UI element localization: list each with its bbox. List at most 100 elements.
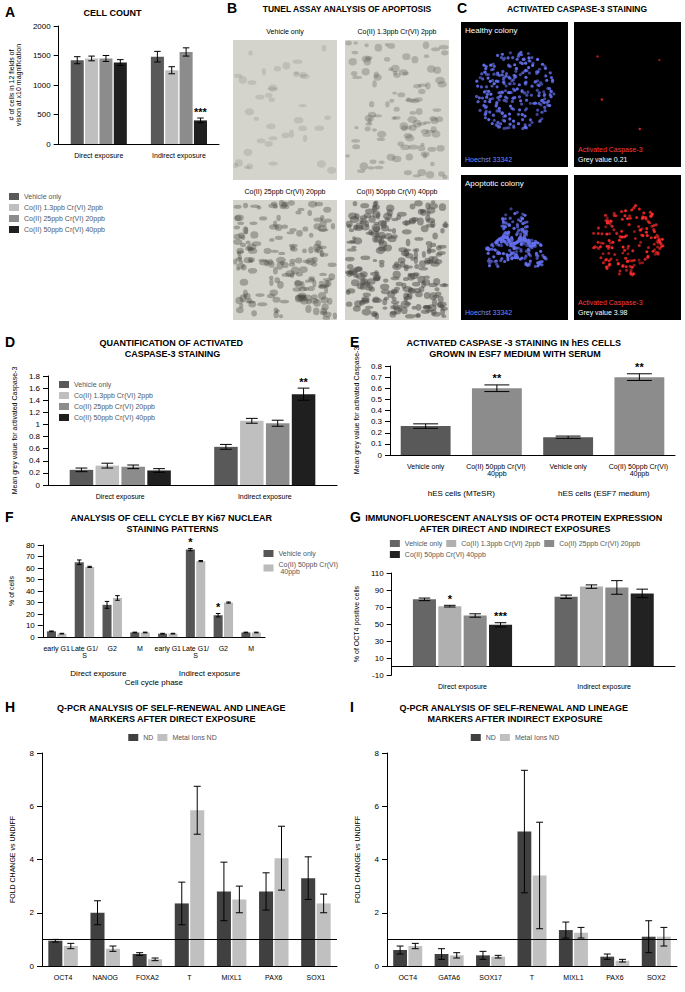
- svg-text:70: 70: [375, 603, 384, 612]
- svg-text:1: 1: [36, 420, 41, 429]
- svg-text:10: 10: [26, 621, 35, 630]
- svg-text:0.4: 0.4: [29, 456, 41, 465]
- svg-text:QUANTIFICATION OF ACTIVATED: QUANTIFICATION OF ACTIVATED: [99, 338, 245, 348]
- svg-text:MARKERS AFTER INDIRECT EXPOSUR: MARKERS AFTER INDIRECT EXPOSURE: [427, 714, 602, 724]
- svg-text:0.2: 0.2: [371, 428, 383, 437]
- svg-text:PAX6: PAX6: [265, 974, 282, 981]
- svg-text:1.8: 1.8: [29, 372, 41, 381]
- svg-text:A: A: [5, 4, 15, 20]
- svg-text:Vehicle only: Vehicle only: [278, 550, 316, 558]
- svg-text:GROWN IN ESF7 MEDIUM WITH SERU: GROWN IN ESF7 MEDIUM WITH SERUM: [429, 349, 601, 359]
- svg-text:hES cells (ESF7 medium): hES cells (ESF7 medium): [558, 489, 650, 498]
- svg-text:Indirect exposure: Indirect exposure: [238, 493, 292, 501]
- svg-text:0.4: 0.4: [371, 406, 383, 415]
- svg-text:40: 40: [26, 587, 35, 596]
- svg-text:Co(II) 1.3ppb Cr(VI) 2ppb: Co(II) 1.3ppb Cr(VI) 2ppb: [358, 28, 437, 36]
- svg-text:0.8: 0.8: [371, 362, 383, 371]
- svg-text:Co(II) 50ppb Cr(VI) 40ppb: Co(II) 50ppb Cr(VI) 40ppb: [74, 414, 155, 422]
- svg-text:Co(II) 25ppb Cr(VI) 20ppb: Co(II) 25ppb Cr(VI) 20ppb: [245, 188, 326, 196]
- svg-text:2: 2: [375, 908, 380, 917]
- svg-text:SOX1: SOX1: [307, 974, 326, 981]
- svg-text:ND: ND: [486, 734, 496, 741]
- svg-text:Vehicle only: Vehicle only: [405, 540, 443, 548]
- svg-text:G2: G2: [108, 645, 117, 652]
- svg-text:0.1: 0.1: [371, 439, 383, 448]
- svg-text:Co(II) 25ppb Cr(VI) 20ppb: Co(II) 25ppb Cr(VI) 20ppb: [24, 215, 105, 223]
- svg-text:G2: G2: [219, 645, 228, 652]
- svg-text:MARKERS AFTER DIRECT EXPOSURE: MARKERS AFTER DIRECT EXPOSURE: [89, 714, 255, 724]
- svg-text:0.5: 0.5: [371, 395, 383, 404]
- svg-text:Hoechst 33342: Hoechst 33342: [465, 156, 512, 163]
- svg-text:6: 6: [30, 802, 35, 811]
- svg-text:Mean grey value for activated: Mean grey value for activated Caspase-3: [11, 367, 19, 495]
- svg-text:-10: -10: [372, 671, 384, 680]
- svg-text:8: 8: [375, 749, 380, 758]
- svg-text:Co(II) 1.3ppb Cr(VI) 2ppb: Co(II) 1.3ppb Cr(VI) 2ppb: [461, 540, 540, 548]
- svg-text:Grey value 0.21: Grey value 0.21: [578, 156, 628, 164]
- svg-text:CELL COUNT: CELL COUNT: [84, 8, 142, 18]
- svg-text:40ppb: 40ppb: [487, 470, 507, 478]
- svg-text:FOXA2: FOXA2: [136, 974, 159, 981]
- svg-text:Vehicle only: Vehicle only: [74, 381, 112, 389]
- svg-text:early G1: early G1: [43, 645, 70, 653]
- svg-text:Grey value 3.98: Grey value 3.98: [578, 309, 628, 317]
- svg-text:0: 0: [30, 962, 35, 971]
- svg-text:Vehicle only: Vehicle only: [407, 463, 445, 471]
- svg-text:70: 70: [26, 552, 35, 561]
- svg-text:0.3: 0.3: [371, 417, 383, 426]
- svg-text:Metal Ions ND: Metal Ions ND: [515, 734, 559, 741]
- svg-text:early G1: early G1: [155, 645, 182, 653]
- svg-text:SOX17: SOX17: [479, 974, 502, 981]
- svg-text:0.2: 0.2: [29, 468, 41, 477]
- svg-text:*: *: [188, 536, 193, 548]
- svg-text:C: C: [457, 0, 467, 16]
- svg-text:0: 0: [30, 633, 35, 642]
- svg-text:Vehicle only: Vehicle only: [24, 193, 62, 201]
- svg-text:0.7: 0.7: [371, 373, 383, 382]
- svg-text:SOX2: SOX2: [647, 974, 666, 981]
- svg-text:Co(II) 25ppb Cr(VI) 20ppb: Co(II) 25ppb Cr(VI) 20ppb: [74, 403, 155, 411]
- svg-text:0.6: 0.6: [29, 444, 41, 453]
- svg-text:1500: 1500: [33, 51, 51, 60]
- svg-text:F: F: [5, 509, 14, 525]
- svg-text:20: 20: [26, 610, 35, 619]
- svg-text:% of cells: % of cells: [8, 576, 15, 606]
- svg-text:**: **: [299, 376, 308, 388]
- svg-text:8: 8: [30, 749, 35, 758]
- svg-text:*: *: [216, 601, 221, 613]
- svg-text:M: M: [137, 645, 143, 652]
- svg-text:Healthy colony: Healthy colony: [465, 26, 517, 35]
- svg-text:80: 80: [26, 541, 35, 550]
- svg-text:Late G1/: Late G1/: [182, 645, 209, 652]
- svg-text:I: I: [350, 699, 354, 715]
- svg-text:30: 30: [375, 637, 384, 646]
- svg-text:Q-PCR ANALYSIS OF SELF-RENEWAL: Q-PCR ANALYSIS OF SELF-RENEWAL AND LINEA…: [400, 703, 631, 713]
- svg-text:***: ***: [194, 106, 208, 118]
- svg-text:Activated Caspase-3: Activated Caspase-3: [578, 299, 643, 307]
- svg-text:Q-PCR ANALYSIS OF SELF-RENEWAL: Q-PCR ANALYSIS OF SELF-RENEWAL AND LINEA…: [57, 703, 288, 713]
- svg-text:90: 90: [375, 586, 384, 595]
- svg-text:E: E: [350, 334, 359, 350]
- svg-text:Mean grey value for activated: Mean grey value for activated Caspase-3: [353, 347, 361, 475]
- svg-text:ACTIVATED CASPASE -3 STAINING: ACTIVATED CASPASE -3 STAINING IN hES CEL…: [407, 338, 624, 348]
- svg-text:D: D: [5, 334, 15, 350]
- svg-text:T: T: [187, 974, 192, 981]
- svg-text:MIXL1: MIXL1: [563, 974, 583, 981]
- svg-text:6: 6: [375, 802, 380, 811]
- svg-text:Hoechst 33342: Hoechst 33342: [465, 309, 512, 316]
- svg-text:OCT4: OCT4: [398, 974, 417, 981]
- svg-text:vision at x10 magnification: vision at x10 magnification: [15, 44, 23, 126]
- svg-text:**: **: [493, 372, 502, 384]
- svg-text:Activated Caspase-3: Activated Caspase-3: [578, 146, 643, 154]
- svg-text:STAINING PATTERNS: STAINING PATTERNS: [127, 524, 219, 534]
- svg-text:0.8: 0.8: [29, 432, 41, 441]
- svg-text:AFTER DIRECT AND INDIRECT EXPO: AFTER DIRECT AND INDIRECT EXPOSURES: [419, 524, 610, 534]
- svg-text:Co(II) 1.3ppb Cr(VI) 2ppb: Co(II) 1.3ppb Cr(VI) 2ppb: [24, 204, 103, 212]
- svg-text:**: **: [635, 361, 644, 373]
- svg-text:50: 50: [26, 575, 35, 584]
- svg-text:IMMUNOFLUORESCENT ANALYSIS OF: IMMUNOFLUORESCENT ANALYSIS OF OCT4 PROTE…: [365, 513, 664, 523]
- svg-text:Indirect exposure: Indirect exposure: [577, 683, 631, 691]
- svg-text:Direct exposure: Direct exposure: [96, 493, 145, 501]
- svg-text:H: H: [5, 699, 15, 715]
- svg-text:0: 0: [375, 962, 380, 971]
